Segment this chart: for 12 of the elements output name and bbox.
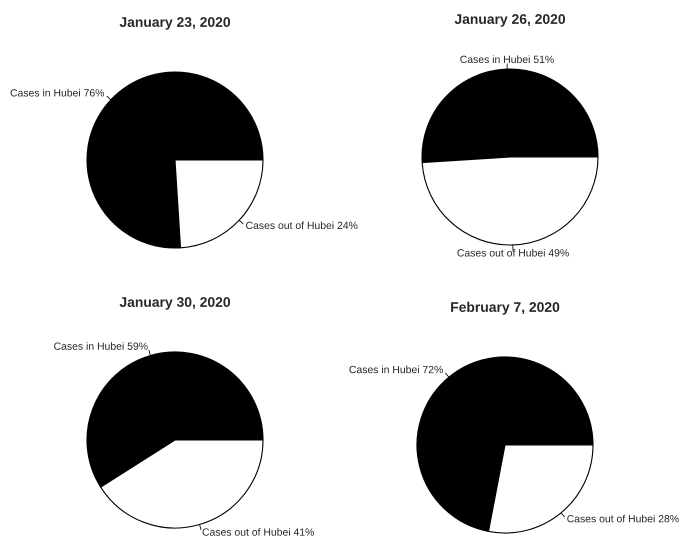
slice-label: Cases in Hubei 59% [54,342,148,350]
slice-label: Cases in Hubei 72% [349,366,443,374]
slice-label: Cases in Hubei 76% [10,88,104,97]
chart-title: January 26, 2020 [454,14,566,27]
chart-title: February 7, 2020 [451,302,560,315]
slice-label: Cases in Hubei 51% [460,55,554,64]
slice-label: Cases out of Hubei 24% [246,221,358,230]
chart-title: January 30, 2020 [120,297,230,310]
slice-label: Cases out of Hubei 28% [567,514,679,522]
chart-title: January 23, 2020 [120,17,230,30]
slice-label: Cases out of Hubei 49% [457,248,569,257]
slice-label: Cases out of Hubei 41% [202,528,314,536]
